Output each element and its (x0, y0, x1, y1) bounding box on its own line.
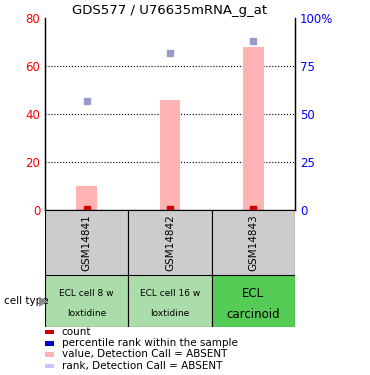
Text: carcinoid: carcinoid (226, 308, 280, 321)
Text: GSM14842: GSM14842 (165, 214, 175, 271)
Text: ECL cell 16 w: ECL cell 16 w (140, 289, 200, 298)
Bar (128, 210, 212, 275)
Bar (212, 210, 295, 275)
Text: GSM14841: GSM14841 (82, 214, 92, 271)
Text: loxtidine: loxtidine (150, 309, 190, 318)
Text: rank, Detection Call = ABSENT: rank, Detection Call = ABSENT (62, 361, 222, 371)
Text: ▶: ▶ (39, 294, 48, 307)
Bar (76, 186, 97, 210)
Bar (159, 100, 181, 210)
Text: percentile rank within the sample: percentile rank within the sample (62, 338, 238, 348)
Bar (243, 47, 264, 210)
Text: GSM14843: GSM14843 (248, 214, 258, 271)
Title: GDS577 / U76635mRNA_g_at: GDS577 / U76635mRNA_g_at (73, 4, 268, 17)
Text: cell type: cell type (4, 296, 48, 306)
Text: ECL: ECL (242, 287, 265, 300)
Bar (45, 275, 128, 327)
Text: ECL cell 8 w: ECL cell 8 w (60, 289, 114, 298)
Bar (128, 275, 212, 327)
Text: value, Detection Call = ABSENT: value, Detection Call = ABSENT (62, 350, 227, 360)
Text: count: count (62, 327, 91, 337)
Bar (45, 210, 128, 275)
Text: loxtidine: loxtidine (67, 309, 106, 318)
Bar (212, 275, 295, 327)
